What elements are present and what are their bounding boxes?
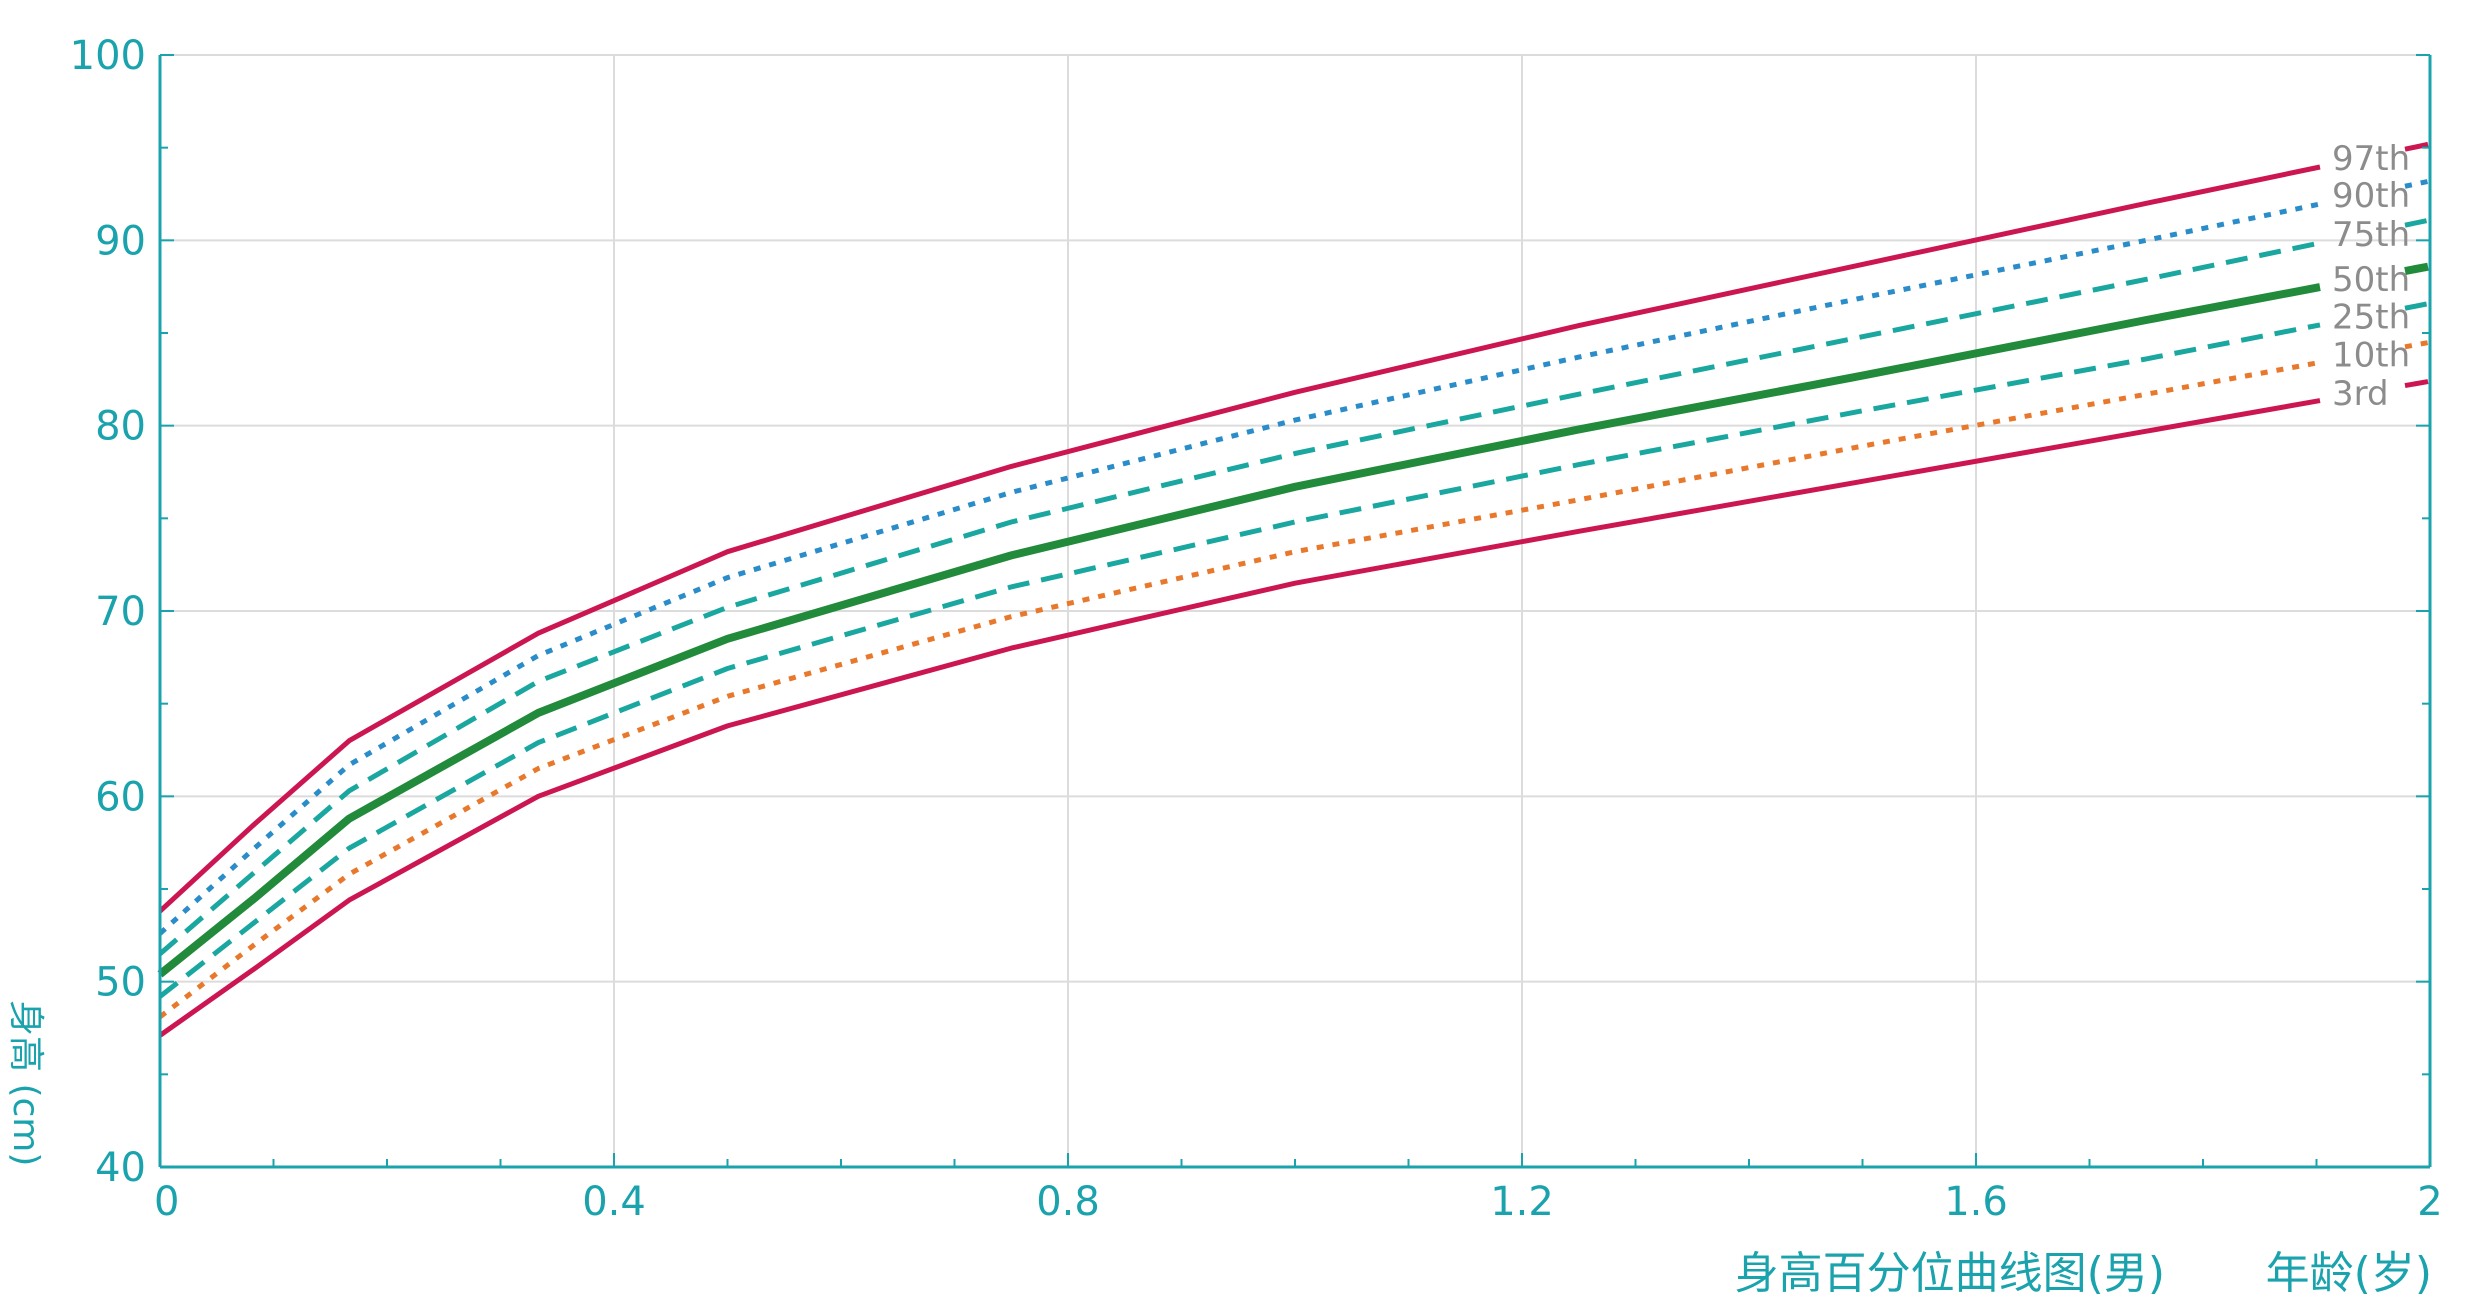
y-axis-label: 身高 (cm) — [5, 1000, 46, 1166]
x-axis-label: 年龄(岁) — [2266, 1248, 2432, 1299]
series-line-end-10th — [2404, 340, 2429, 350]
series-lines — [157, 141, 2429, 1038]
y-tick-label: 50 — [95, 960, 146, 1006]
y-tick-label: 70 — [95, 589, 146, 635]
series-line-10th — [158, 359, 2321, 1019]
series-line-97th — [158, 164, 2321, 914]
x-tick-label: 0.4 — [582, 1179, 646, 1225]
chart-caption: 身高百分位曲线图(男) — [1735, 1248, 2165, 1299]
axes — [158, 54, 2432, 1169]
series-label-3rd: 3rd — [2332, 374, 2389, 414]
series-label-75th: 75th — [2332, 215, 2410, 255]
x-tick-label: 0 — [154, 1179, 179, 1225]
y-tick-label: 60 — [95, 774, 146, 820]
series-line-end-50th — [2404, 262, 2429, 275]
y-tick-label: 100 — [70, 33, 146, 79]
series-line-25th — [158, 322, 2321, 999]
series-line-50th — [157, 283, 2321, 978]
series-label-97th: 97th — [2332, 139, 2410, 179]
x-tick-label: 2 — [2417, 1179, 2442, 1225]
y-tick-label: 90 — [95, 218, 146, 264]
y-tick-label: 80 — [95, 404, 146, 450]
x-tick-label: 1.2 — [1490, 1179, 1554, 1225]
series-label-50th: 50th — [2332, 260, 2410, 300]
y-tick-label: 40 — [95, 1145, 146, 1191]
series-line-75th — [158, 240, 2321, 956]
series-line-end-25th — [2404, 301, 2429, 311]
series-line-end-75th — [2404, 217, 2429, 228]
x-tick-label: 1.6 — [1944, 1179, 2008, 1225]
series-line-90th — [158, 201, 2321, 936]
series-label-25th: 25th — [2332, 298, 2410, 338]
series-line-end-97th — [2404, 141, 2429, 152]
series-label-10th: 10th — [2332, 336, 2410, 376]
series-line-3rd — [158, 398, 2321, 1038]
series-line-end-90th — [2404, 178, 2429, 189]
series-line-end-3rd — [2404, 379, 2429, 389]
x-tick-labels: 0 0.4 0.8 1.2 1.6 2 — [154, 1179, 2443, 1225]
series-label-90th: 90th — [2332, 176, 2410, 216]
grid — [159, 54, 2431, 1168]
y-tick-labels: 100 90 80 70 60 50 40 — [70, 33, 146, 1191]
x-tick-label: 0.8 — [1036, 1179, 1100, 1225]
